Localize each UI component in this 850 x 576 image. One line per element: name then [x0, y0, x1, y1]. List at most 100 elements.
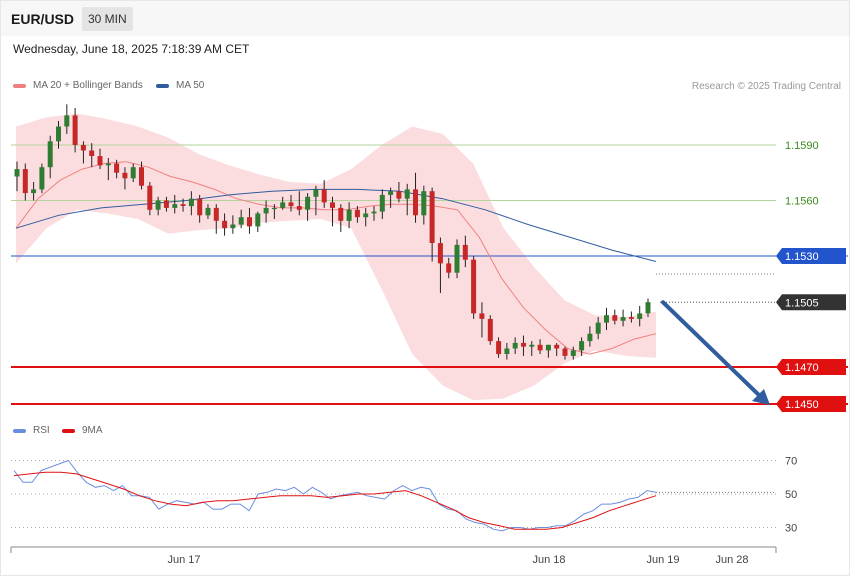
candle-body — [587, 333, 593, 342]
level-tag-1.1450 — [776, 396, 846, 412]
candle — [554, 342, 560, 356]
candle-body — [521, 342, 526, 347]
candle — [545, 344, 551, 358]
projection-arrow — [661, 300, 764, 400]
candle — [637, 305, 643, 327]
candle — [379, 189, 385, 219]
level-label-1.1590: 1.1590 — [785, 140, 819, 152]
candle — [230, 215, 236, 234]
candle — [570, 346, 576, 360]
ma50-swatch-icon — [156, 83, 169, 88]
candle — [105, 157, 111, 181]
x-axis-label: Jun 28 — [715, 554, 748, 566]
candle — [321, 180, 327, 208]
level-label-1.1450: 1.1450 — [785, 399, 819, 411]
candle — [296, 191, 302, 216]
candle — [487, 315, 493, 345]
candle — [504, 342, 510, 360]
candle-body — [80, 145, 86, 151]
legend-rsi-ma-label: 9MA — [82, 425, 103, 436]
candle — [263, 200, 269, 223]
candle-body — [628, 317, 634, 319]
candle-body — [122, 172, 128, 179]
candle — [97, 148, 103, 170]
candle-body — [429, 191, 435, 243]
candle — [122, 167, 128, 190]
legend-rsi: RSI — [13, 425, 50, 436]
candle — [363, 207, 369, 227]
candle-body — [579, 341, 585, 351]
rsi-line — [13, 459, 657, 532]
x-axis-label: Jun 17 — [167, 554, 200, 566]
candle — [271, 204, 277, 219]
candle — [188, 191, 194, 216]
candle-body — [321, 189, 327, 203]
candle — [130, 163, 136, 182]
candle-body — [271, 207, 277, 210]
candle — [645, 298, 651, 318]
candle-body — [446, 263, 452, 273]
candle — [247, 207, 252, 234]
candle — [521, 335, 526, 356]
candle — [413, 172, 418, 223]
candle-body — [454, 244, 460, 273]
candle-body — [280, 202, 286, 208]
candle — [537, 339, 543, 355]
candle-body — [620, 317, 626, 321]
candle-body — [313, 189, 319, 197]
candle — [64, 104, 70, 134]
candle-body — [188, 198, 194, 207]
candle — [213, 204, 219, 234]
candle — [172, 194, 178, 214]
candle — [305, 193, 311, 221]
candle-body — [479, 313, 485, 319]
symbol-title: EUR/USD — [11, 11, 75, 27]
projection-arrow-head — [752, 389, 770, 405]
candle — [446, 257, 452, 279]
candle-body — [296, 206, 302, 210]
candle — [147, 182, 153, 216]
candle-body — [346, 209, 352, 221]
candle-body — [139, 167, 144, 186]
candle — [155, 196, 161, 216]
level-label-1.1560: 1.1560 — [785, 196, 819, 208]
candle-body — [496, 341, 502, 355]
candle — [72, 108, 78, 153]
candle-body — [247, 217, 252, 227]
rsi-ma-swatch-icon — [62, 428, 75, 433]
candle-body — [612, 315, 618, 321]
candle — [56, 120, 61, 149]
candle — [562, 346, 568, 360]
candle-body — [404, 189, 410, 199]
legend-rsi-ma: 9MA — [62, 425, 103, 436]
level-tag-1.1530 — [776, 248, 846, 264]
candle — [197, 194, 203, 223]
rsi-ma-line — [13, 471, 657, 530]
legend-ma50-label: MA 50 — [176, 80, 205, 91]
candle-body — [64, 115, 70, 127]
candle — [80, 141, 86, 164]
legend-ma20: MA 20 + Bollinger Bands — [13, 80, 143, 91]
candle-body — [130, 167, 136, 179]
ma50-line — [15, 188, 657, 262]
candle-body — [396, 191, 402, 199]
candle-body — [637, 313, 643, 319]
candle-body — [222, 220, 228, 229]
candle — [496, 337, 502, 358]
candle — [89, 143, 95, 168]
candle-body — [338, 207, 344, 221]
timeframe-button[interactable]: 30 MIN — [82, 7, 133, 31]
candle-body — [305, 196, 311, 210]
ma20-swatch-icon — [13, 83, 26, 88]
candle — [39, 163, 45, 194]
candle-body — [595, 322, 601, 334]
candle-body — [562, 348, 568, 356]
candle-body — [180, 204, 186, 206]
candle-body — [89, 150, 95, 156]
candle — [288, 194, 294, 212]
level-label-1.1505: 1.1505 — [785, 297, 819, 309]
candle — [388, 187, 394, 208]
candle-body — [205, 207, 211, 216]
candle — [595, 317, 601, 340]
